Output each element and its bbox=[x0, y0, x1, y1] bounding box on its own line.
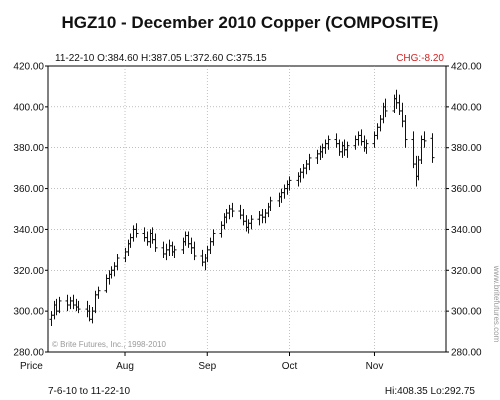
ohlc-bar bbox=[249, 215, 254, 230]
ohlc-bar bbox=[268, 196, 273, 212]
ohlc-bar bbox=[192, 241, 197, 261]
copyright-text: © Brite Futures, Inc., 1998-2010 bbox=[52, 340, 167, 349]
y-tick-label: 360.00 bbox=[451, 184, 482, 195]
ohlc-bar bbox=[307, 153, 312, 171]
y-tick-label: 400.00 bbox=[451, 102, 482, 113]
y-tick-label: 280.00 bbox=[451, 348, 482, 359]
watermark-text: www.britefutures.com bbox=[492, 265, 500, 343]
ohlc-bar bbox=[230, 202, 235, 218]
y-tick-label: 420.00 bbox=[451, 62, 482, 73]
x-tick-label: Sep bbox=[198, 361, 216, 372]
ohlc-bar bbox=[172, 245, 177, 259]
ohlc-info-line: 11-22-10 O:384.60 H:387.05 L:372.60 C:37… bbox=[55, 53, 267, 64]
y-tick-label: 320.00 bbox=[451, 266, 482, 277]
y-tick-label: 280.00 bbox=[13, 348, 44, 359]
price-axis-label: Price bbox=[20, 361, 43, 372]
ohlc-bar bbox=[153, 233, 158, 252]
hi-lo-text: Hi:408.35 Lo:292.75 bbox=[385, 386, 476, 397]
ohlc-bar bbox=[383, 98, 388, 118]
chart-title: HGZ10 - December 2010 Copper (COMPOSITE) bbox=[62, 13, 439, 32]
ohlc-bar bbox=[364, 139, 369, 154]
ohlc-bar bbox=[345, 141, 350, 158]
ohlc-bar bbox=[76, 300, 81, 314]
y-axis-left: 420.00 400.00 380.00 360.00 340.00 320.00 300.… bbox=[13, 62, 48, 359]
y-axis-right: 420.00 400.00 380.00 360.00 340.00 320.00 300.… bbox=[446, 62, 482, 359]
y-tick-label: 420.00 bbox=[13, 62, 44, 73]
ohlc-bar bbox=[403, 115, 408, 148]
date-range-text: 7-6-10 to 11-22-10 bbox=[48, 386, 131, 397]
ohlc-bar bbox=[326, 135, 331, 150]
y-tick-label: 380.00 bbox=[13, 143, 44, 154]
x-axis: Aug Sep Oct Nov bbox=[116, 352, 383, 372]
x-tick-label: Oct bbox=[282, 361, 298, 372]
x-tick-label: Nov bbox=[366, 361, 384, 372]
ohlc-bars bbox=[49, 89, 435, 326]
y-tick-label: 320.00 bbox=[13, 266, 44, 277]
ohlc-bar bbox=[430, 133, 435, 163]
ohlc-bar bbox=[57, 296, 62, 314]
ohlc-bar bbox=[422, 131, 427, 148]
ohlc-bar bbox=[211, 229, 216, 246]
change-value: CHG:-8.20 bbox=[396, 53, 444, 64]
ohlc-bar bbox=[134, 223, 139, 238]
ohlc-bar bbox=[96, 286, 101, 299]
y-tick-label: 360.00 bbox=[13, 184, 44, 195]
y-tick-label: 380.00 bbox=[451, 143, 482, 154]
ohlc-bar bbox=[115, 253, 120, 271]
plot-frame bbox=[47, 65, 447, 353]
y-tick-label: 300.00 bbox=[451, 307, 482, 318]
y-tick-label: 340.00 bbox=[13, 225, 44, 236]
x-tick-label: Aug bbox=[116, 361, 134, 372]
y-tick-label: 400.00 bbox=[13, 102, 44, 113]
y-tick-label: 300.00 bbox=[13, 307, 44, 318]
ohlc-bar bbox=[287, 176, 292, 191]
y-tick-label: 340.00 bbox=[451, 225, 482, 236]
